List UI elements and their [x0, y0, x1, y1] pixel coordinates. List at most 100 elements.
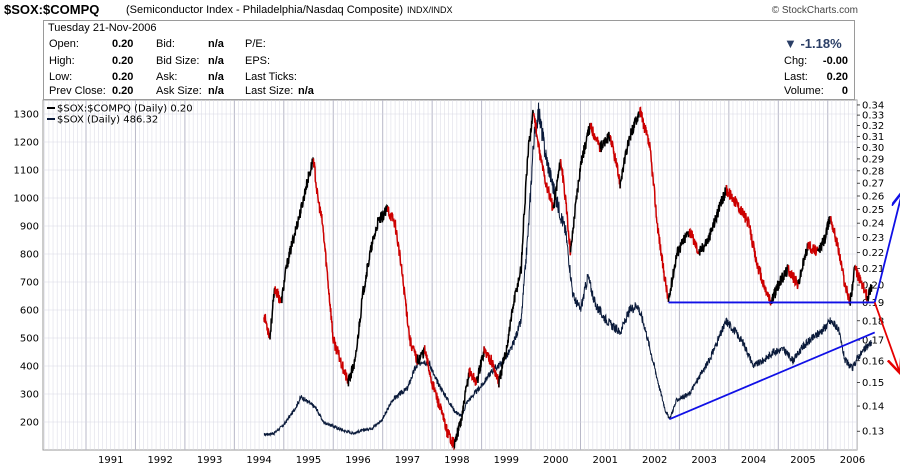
- right-axis-tick-label: 0.19: [862, 298, 884, 309]
- left-axis-tick-label: 1000: [14, 194, 39, 205]
- ratio-segment-falling: [409, 335, 419, 365]
- ratio-segment-rising: [453, 417, 463, 449]
- ratio-segment-rising: [416, 345, 426, 365]
- credit-link[interactable]: © StockCharts.com: [771, 5, 858, 16]
- ratio-segment-falling: [807, 241, 819, 256]
- prev-close-label: Prev Close:: [49, 85, 106, 97]
- ratio-segment-falling: [545, 182, 555, 211]
- right-axis-tick-label: 0.13: [862, 427, 884, 438]
- ratio-segment-rising: [797, 243, 809, 285]
- ratio-segment-falling: [559, 159, 572, 256]
- ratio-segment-rising: [708, 204, 720, 241]
- right-axis-tick-label: 0.32: [862, 121, 884, 132]
- left-axis-tick-label: 300: [20, 390, 39, 401]
- right-axis-tick-label: 0.17: [862, 336, 884, 347]
- exchange-text: INDX/INDX: [406, 5, 453, 15]
- description-text: (Semiconductor Index - Philadelphia/Nasd…: [126, 4, 403, 16]
- left-axis-tick-label: 1300: [14, 110, 39, 121]
- ratio-segment-rising: [475, 346, 485, 384]
- right-axis-tick-label: 0.29: [862, 154, 884, 165]
- ratio-segment-falling: [263, 313, 271, 340]
- x-axis-tick-label: 1992: [147, 455, 172, 466]
- ratio-segment-falling: [401, 274, 411, 341]
- right-axis-tick-label: 0.21: [862, 264, 884, 275]
- ratio-segment-rising: [354, 289, 364, 358]
- last-size-label: Last Size:: [245, 85, 294, 97]
- ratio-segment-rising: [280, 264, 288, 304]
- right-axis-tick-label: 0.28: [862, 166, 884, 177]
- ratio-segment-falling: [339, 357, 349, 384]
- x-axis-tick-label: 2003: [691, 455, 716, 466]
- left-axis-tick-label: 1200: [14, 138, 39, 149]
- chg-value: -0.00: [822, 55, 848, 67]
- plot-frame: [42, 99, 858, 451]
- trendline: [669, 331, 876, 421]
- volume-label: Volume:: [784, 85, 824, 97]
- ratio-segment-rising: [698, 235, 710, 256]
- ratio-segment-falling: [854, 264, 864, 290]
- ask-size-label: Ask Size:: [156, 85, 202, 97]
- ratio-segment-falling: [861, 282, 869, 302]
- bid-size-value: n/a: [208, 55, 224, 67]
- ratio-segment-rising: [824, 216, 831, 241]
- right-axis-tick-label: 0.27: [862, 179, 884, 190]
- ratio-segment-falling: [483, 346, 493, 367]
- left-axis-tick-label: 600: [20, 306, 39, 317]
- bid-value: n/a: [208, 38, 224, 50]
- ratio-segment-rising: [817, 234, 827, 253]
- x-axis-tick-label: 2005: [790, 455, 815, 466]
- ratio-segment-rising: [866, 284, 873, 303]
- right-axis-tick-label: 0.15: [862, 378, 884, 389]
- right-axis-tick-label: 0.16: [862, 356, 884, 367]
- ratio-segment-rising: [505, 304, 515, 357]
- ratio-segment-falling: [787, 264, 799, 290]
- ratio-segment-falling: [836, 242, 846, 288]
- ratio-segment-rising: [629, 110, 641, 141]
- ratio-segment-rising: [552, 158, 562, 209]
- left-axis-tick-label: 800: [20, 250, 39, 261]
- ratio-segment-rising: [599, 131, 611, 153]
- last-ticks-label: Last Ticks:: [245, 71, 297, 83]
- x-axis-tick-label: 2000: [543, 455, 568, 466]
- ratio-segment-falling: [468, 367, 478, 386]
- pe-label: P/E:: [245, 38, 266, 50]
- right-axis-tick-label: 0.34: [862, 100, 884, 111]
- ratio-segment-falling: [639, 106, 651, 148]
- ratio-segment-falling: [589, 122, 602, 153]
- ratio-segment-falling: [762, 280, 772, 306]
- ratio-segment-rising: [777, 264, 789, 291]
- x-axis-tick-label: 1998: [444, 455, 469, 466]
- right-axis-tick-label: 0.33: [862, 111, 884, 122]
- bid-label: Bid:: [156, 38, 175, 50]
- quote-panel: Tuesday 21-Nov-2006 Open: 0.20 High: 0.2…: [43, 20, 855, 100]
- left-axis-tick-label: 1100: [14, 166, 39, 177]
- left-axis-tick-label: 400: [20, 362, 39, 373]
- ratio-segment-falling: [438, 403, 448, 438]
- ratio-segment-rising: [285, 234, 295, 269]
- high-value: 0.20: [112, 55, 134, 67]
- bid-size-label: Bid Size:: [156, 55, 200, 67]
- annotation-arrow: [873, 193, 900, 303]
- low-label: Low:: [49, 71, 73, 83]
- ratio-segment-falling: [661, 254, 670, 303]
- ratio-segment-falling: [532, 112, 540, 148]
- ratio-segment-rising: [300, 171, 310, 208]
- ratio-segment-falling: [537, 140, 547, 188]
- volume-value: 0: [841, 85, 848, 97]
- ratio-segment-rising: [362, 250, 372, 295]
- ratio-segment-falling: [656, 222, 663, 262]
- right-axis-tick-label: 0.24: [862, 219, 884, 230]
- ratio-segment-falling: [609, 135, 621, 189]
- change-percent: ▼ -1.18%: [784, 36, 842, 51]
- ratio-segment-rising: [307, 156, 314, 178]
- open-label: Open:: [49, 38, 79, 50]
- ratio-segment-rising: [527, 109, 535, 144]
- right-axis-tick-label: 0.31: [862, 132, 884, 143]
- open-value: 0.20: [112, 38, 134, 50]
- ratio-segment-rising: [461, 368, 470, 421]
- x-axis-tick-label: 1999: [494, 455, 519, 466]
- left-axis-tick-label: 500: [20, 334, 39, 345]
- ratio-segment-falling: [688, 227, 700, 255]
- legend-label: $SOX:$COMPQ (Daily) 0.20: [57, 104, 193, 115]
- ratio-segment-rising: [520, 142, 530, 274]
